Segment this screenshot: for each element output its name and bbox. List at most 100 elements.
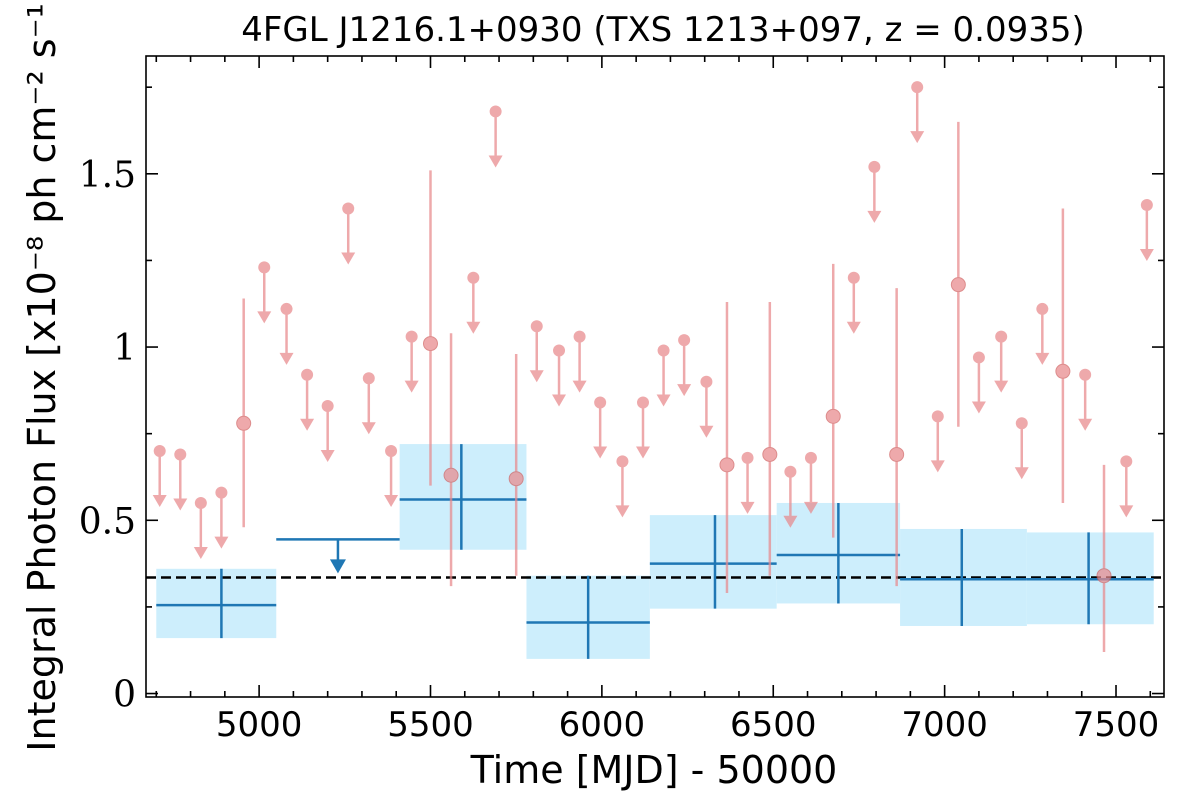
short-bin-upper-limit — [173, 448, 188, 511]
short-bin-upper-limit — [300, 368, 315, 431]
short-bin-marker — [467, 271, 480, 284]
short-bin-marker — [616, 455, 629, 468]
short-bin-marker — [1055, 363, 1071, 379]
short-bin-point — [950, 121, 966, 427]
short-bin-ul-arrow — [971, 401, 986, 414]
short-bin-marker — [741, 451, 754, 464]
short-bin-upper-limit — [572, 330, 587, 393]
short-bin-marker — [385, 444, 398, 457]
long-bin-point — [900, 528, 1027, 626]
axes: 5000 5500 6000 6500 7000 7500 0 0.5 1 1.5 — [79, 55, 1165, 745]
short-bin-ul-arrow — [867, 210, 882, 223]
short-bin-upper-limit — [466, 271, 481, 334]
short-bin-upper-limit — [699, 375, 714, 438]
short-bin-ul-arrow — [994, 380, 1009, 393]
short-bin-ul-arrow — [677, 384, 692, 397]
short-bin-ul-arrow — [656, 394, 671, 407]
short-bin-upper-limit — [193, 496, 208, 559]
y-tick-label: 1.5 — [79, 155, 136, 196]
short-bin-marker — [637, 396, 650, 409]
short-bin-marker — [342, 202, 355, 215]
short-bin-upper-limit — [677, 334, 692, 397]
short-bin-ul-arrow — [1014, 467, 1029, 480]
short-bin-upper-limit — [867, 160, 882, 223]
flux-band — [649, 515, 777, 609]
short-bin-ul-arrow — [846, 321, 861, 334]
short-bin-upper-limit — [910, 81, 925, 144]
short-bin-upper-limit — [384, 444, 399, 507]
short-bin-upper-limit — [740, 451, 755, 514]
long-bin-point — [526, 575, 650, 659]
short-bin-upper-limit — [152, 444, 167, 507]
short-bin-upper-limit — [994, 330, 1009, 393]
short-bin-point — [825, 263, 841, 538]
y-axis-label: Integral Photon Flux [x10⁻⁸ ph cm⁻² s⁻¹] — [20, 0, 64, 752]
short-bin-upper-limit — [636, 396, 651, 459]
short-bin-marker — [1140, 198, 1153, 211]
short-bin-marker — [236, 415, 252, 431]
short-bin-ul-arrow — [593, 446, 608, 459]
short-bin-upper-limit — [361, 372, 376, 435]
short-bin-ul-arrow — [552, 394, 567, 407]
short-bin-marker — [301, 368, 314, 381]
flux-band — [156, 568, 277, 639]
short-bin-ul-arrow — [803, 501, 818, 514]
short-bin-upper-limit — [1035, 302, 1050, 365]
short-bins — [152, 81, 1154, 652]
short-bin-marker — [678, 334, 691, 347]
short-bin-marker — [972, 351, 985, 364]
long-bin-point — [649, 515, 777, 609]
short-bin-ul-arrow — [257, 311, 272, 324]
short-bin-ul-arrow — [361, 422, 376, 435]
short-bin-ul-arrow — [152, 494, 167, 507]
short-bin-marker — [762, 446, 778, 462]
chart-title: 4FGL J1216.1+0930 (TXS 1213+097, z = 0.0… — [241, 10, 1085, 50]
short-bin-point — [1055, 208, 1071, 503]
short-bin-point — [719, 302, 735, 594]
flux-band — [399, 444, 527, 550]
short-bin-upper-limit — [488, 105, 503, 168]
x-tick-label: 7000 — [901, 705, 988, 745]
short-bin-upper-limit — [846, 271, 861, 334]
short-bin-upper-limit — [214, 486, 229, 549]
short-bin-marker — [258, 261, 271, 274]
short-bin-point — [762, 302, 778, 576]
short-bin-marker — [1036, 302, 1049, 315]
short-bin-upper-limit — [930, 410, 945, 473]
short-bin-marker — [422, 336, 438, 352]
short-bin-ul-arrow — [740, 501, 755, 514]
short-bin-upper-limit — [1078, 368, 1093, 431]
short-bin-ul-arrow — [279, 352, 294, 365]
short-bin-ul-arrow — [488, 155, 503, 168]
short-bin-marker — [405, 330, 418, 343]
short-bin-upper-limit — [320, 399, 335, 462]
x-tick-label: 5500 — [387, 705, 474, 745]
short-bin-marker — [321, 399, 334, 412]
short-bin-marker — [1015, 417, 1028, 430]
y-tick-label: 0.5 — [79, 501, 136, 542]
short-bin-marker — [719, 457, 735, 473]
short-bin-upper-limit — [1119, 455, 1134, 518]
x-axis-label: Time [MJD] - 50000 — [470, 748, 838, 792]
x-tick-label: 7500 — [1073, 705, 1160, 745]
long-bin-ul-arrow — [329, 559, 346, 574]
short-bin-upper-limit — [803, 451, 818, 514]
short-bin-marker — [804, 451, 817, 464]
short-bin-marker — [1096, 568, 1112, 584]
short-bin-marker — [174, 448, 187, 461]
short-bin-ul-arrow — [636, 446, 651, 459]
short-bin-ul-arrow — [466, 321, 481, 334]
short-bin-upper-limit — [552, 344, 567, 407]
short-bin-upper-limit — [971, 351, 986, 414]
short-bin-ul-arrow — [572, 380, 587, 393]
x-tick-label: 5000 — [216, 705, 303, 745]
short-bin-marker — [553, 344, 566, 357]
short-bin-ul-arrow — [910, 131, 925, 144]
short-bin-ul-arrow — [320, 449, 335, 462]
short-bin-ul-arrow — [699, 425, 714, 438]
short-bin-ul-arrow — [404, 380, 419, 393]
short-bin-upper-limit — [1139, 198, 1154, 261]
short-bin-upper-limit — [279, 302, 294, 365]
